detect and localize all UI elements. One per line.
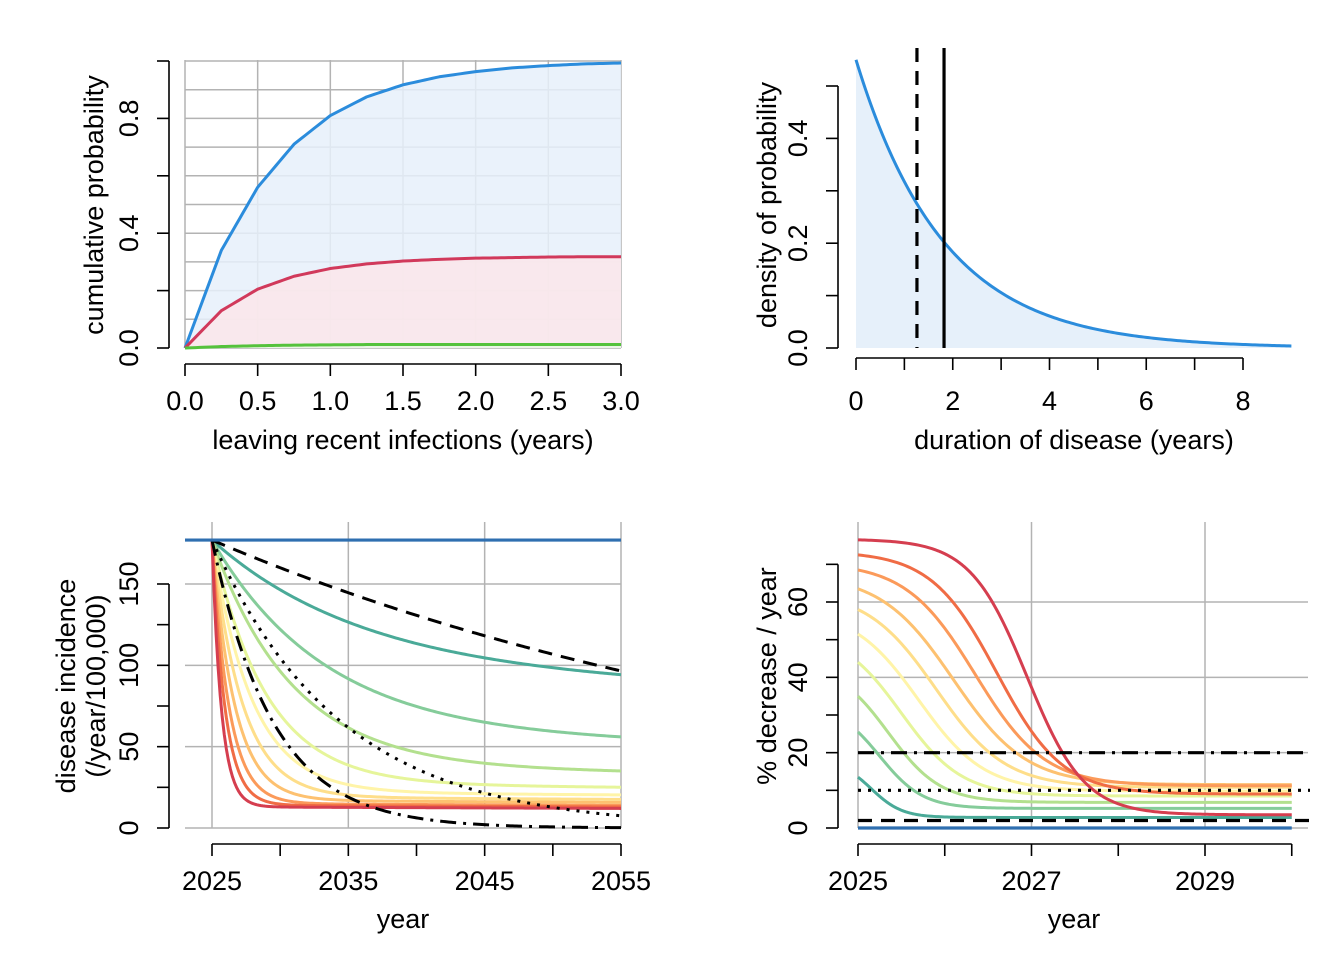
decrease-series-9 <box>857 538 1292 817</box>
incidence-series-1 <box>210 539 622 739</box>
x-tick-label: 1.5 <box>384 386 422 416</box>
x-tick-label: 2 <box>945 386 960 416</box>
y-tick-label: 0.4 <box>783 120 813 158</box>
y-tick-label: 40 <box>783 662 813 692</box>
x-tick-label: 2029 <box>1175 866 1235 896</box>
target-curve-0 <box>211 538 622 673</box>
y-tick-label: 100 <box>114 643 144 688</box>
x-tick-label: 2035 <box>318 866 378 896</box>
x-tick-label: 2025 <box>828 866 888 896</box>
series-line-1 <box>183 255 621 350</box>
incidence-series-5 <box>210 539 622 801</box>
x-tick-label: 8 <box>1235 386 1250 416</box>
x-tick-label: 2027 <box>1001 866 1061 896</box>
target-curve-2 <box>210 539 622 830</box>
incidence-series-6 <box>210 539 622 804</box>
incidence-series-4 <box>210 539 622 797</box>
x-tick-label: 4 <box>1042 386 1057 416</box>
x-tick-label: 0.5 <box>239 386 277 416</box>
decrease-series-5 <box>857 608 1292 789</box>
panel-cumulative-probability: 0.0 0.4 0.8 0.0 0.5 1.0 1.5 2.0 2.5 3.0 leaving re… <box>79 60 640 455</box>
y-axis-title-units: (/year/100,000) <box>81 594 111 777</box>
y-tick-label: 0.4 <box>114 214 144 252</box>
y-tick-label: 20 <box>783 738 813 768</box>
y-tick-label: 0.2 <box>783 224 813 262</box>
density-line <box>854 59 1292 348</box>
x-tick-label: 2025 <box>182 866 242 896</box>
x-axis-title: year <box>377 904 430 934</box>
decrease-series-6 <box>857 587 1292 787</box>
panel-decrease: 0 20 40 60 2025 2027 2029 year % decrease / year <box>752 522 1310 934</box>
series-line-0 <box>183 61 622 349</box>
x-tick-label: 2045 <box>455 866 515 896</box>
y-tick-label: 0 <box>114 820 144 835</box>
x-axis-title: year <box>1048 904 1101 934</box>
target-curve-1 <box>210 539 622 818</box>
y-tick-label: 0 <box>783 820 813 835</box>
x-tick-label: 1.0 <box>312 386 350 416</box>
y-tick-label: 0.0 <box>114 329 144 367</box>
incidence-series-9 <box>210 540 622 810</box>
y-tick-label: 0.0 <box>783 329 813 367</box>
area-fill-1 <box>185 256 621 348</box>
x-axis-title: leaving recent infections (years) <box>212 425 593 455</box>
decrease-series-4 <box>857 632 1292 793</box>
y-axis-title: cumulative probability <box>79 75 109 335</box>
incidence-series-0 <box>211 538 622 677</box>
decrease-series-8 <box>857 553 1292 796</box>
y-tick-label: 0.8 <box>114 100 144 138</box>
incidence-series-3 <box>210 539 622 789</box>
y-axis-title: disease incidence <box>51 579 81 794</box>
decrease-series-1 <box>856 730 1292 810</box>
x-tick-label: 0 <box>848 386 863 416</box>
incidence-series-7 <box>210 539 622 807</box>
y-tick-label: 150 <box>114 561 144 606</box>
density-fill <box>856 59 1292 349</box>
decrease-series-0 <box>857 775 1292 819</box>
x-tick-label: 2.5 <box>530 386 568 416</box>
y-axis-title: density of probability <box>752 81 782 328</box>
decrease-series-3 <box>857 661 1292 798</box>
panel-incidence: 0 50 100 150 2025 2035 2045 2055 year disease inc… <box>51 522 651 934</box>
x-tick-label: 3.0 <box>602 386 640 416</box>
x-tick-label: 6 <box>1139 386 1154 416</box>
x-tick-label: 0.0 <box>166 386 204 416</box>
decrease-series-2 <box>856 695 1292 804</box>
y-tick-label: 50 <box>114 732 144 762</box>
incidence-series-8 <box>210 540 621 809</box>
series-line-2 <box>184 343 621 350</box>
y-axis-title: % decrease / year <box>752 567 782 785</box>
x-tick-label: 2055 <box>591 866 651 896</box>
x-tick-label: 2.0 <box>457 386 495 416</box>
incidence-series-2 <box>210 539 622 773</box>
y-tick-label: 60 <box>783 587 813 617</box>
x-axis-title: duration of disease (years) <box>914 425 1234 455</box>
